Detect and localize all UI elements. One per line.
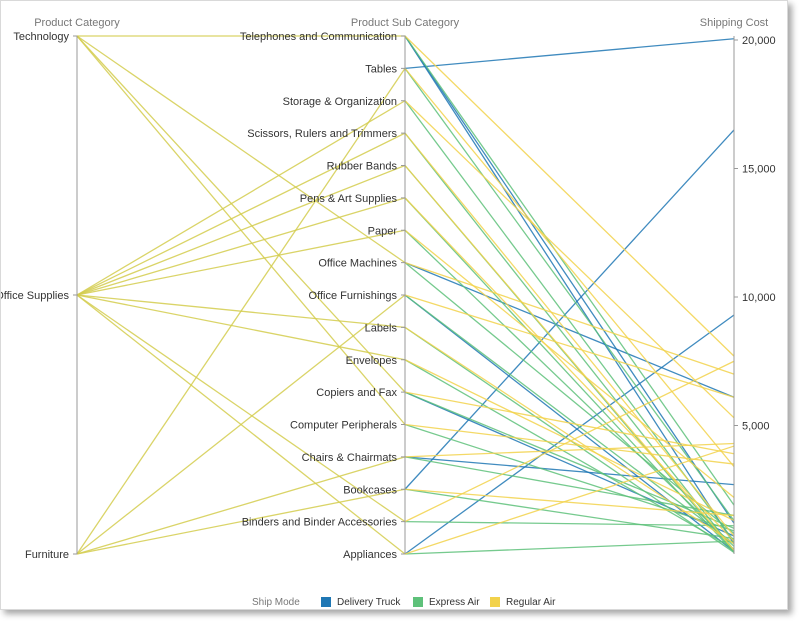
cost-link-express-air-15 (404, 540, 735, 555)
cost-link-regular-air-0 (404, 35, 735, 357)
legend-swatch-express-air[interactable] (413, 597, 423, 607)
cost-link-express-air-12 (404, 456, 735, 517)
category-link-office-supplies-paper (76, 229, 406, 296)
subcategory-label-copiers-and-fax: Copiers and Fax (316, 387, 397, 399)
subcategory-label-bookcases: Bookcases (343, 484, 397, 496)
category-label-furniture: Furniture (25, 549, 69, 561)
cost-link-express-air-9 (404, 359, 735, 550)
category-link-office-supplies-pens-art-supplies (76, 197, 406, 296)
shipping-cost-tick-label: 10,000 (742, 292, 776, 304)
cost-link-regular-air-3 (404, 132, 735, 537)
category-link-office-supplies-rubber-bands (76, 164, 406, 296)
legend-swatch-regular-air[interactable] (490, 597, 500, 607)
category-link-furniture-office-furnishings (76, 294, 406, 555)
category-label-office-supplies: Office Supplies (1, 290, 69, 302)
cost-link-delivery-truck-0 (404, 38, 735, 70)
legend-swatch-delivery-truck[interactable] (321, 597, 331, 607)
cost-link-express-air-1 (404, 100, 735, 542)
cost-link-regular-air-9 (404, 326, 735, 545)
subcategory-label-office-furnishings: Office Furnishings (309, 290, 398, 302)
category-link-office-supplies-storage-organization (76, 100, 406, 296)
cost-link-express-air-6 (404, 262, 735, 534)
cost-link-regular-air-14 (404, 488, 735, 517)
cost-link-regular-air-8 (404, 294, 735, 398)
cost-link-regular-air-5 (404, 197, 735, 542)
cost-link-regular-air-11 (404, 391, 735, 455)
cost-link-delivery-truck-6 (404, 35, 735, 545)
category-link-office-supplies-envelopes (76, 294, 406, 361)
cost-link-express-air-7 (404, 294, 735, 545)
legend-label-delivery-truck[interactable]: Delivery Truck (337, 597, 401, 608)
cost-link-express-air-2 (404, 132, 735, 551)
links-layer (76, 35, 735, 555)
cost-link-regular-air-15 (404, 360, 735, 523)
subcategory-label-office-machines: Office Machines (318, 258, 397, 270)
cost-link-delivery-truck-5 (404, 391, 735, 537)
cost-link-express-air-13 (404, 488, 735, 540)
category-label-technology: Technology (13, 31, 69, 43)
cost-link-delivery-truck-8 (404, 35, 735, 524)
legend-label-regular-air[interactable]: Regular Air (506, 597, 556, 608)
subcategory-label-chairs-chairmats: Chairs & Chairmats (302, 452, 398, 464)
cost-link-delivery-truck-4 (404, 456, 735, 486)
category-link-office-supplies-scissors-rulers-and-trimmers (76, 132, 406, 296)
cost-link-delivery-truck-2 (404, 314, 735, 555)
cost-link-regular-air-6 (404, 229, 735, 498)
cost-link-regular-air-12 (404, 423, 735, 465)
category-link-technology-office-machines (76, 35, 406, 264)
cost-link-regular-air-7 (404, 262, 735, 375)
category-link-furniture-bookcases (76, 488, 406, 555)
shipping-cost-tick-label: 15,000 (742, 164, 776, 176)
category-link-furniture-chairs-chairmats (76, 456, 406, 555)
subcategory-label-paper: Paper (368, 225, 398, 237)
legend-title: Ship Mode (252, 597, 300, 608)
subcategory-label-scissors-rulers-and-trimmers: Scissors, Rulers and Trimmers (247, 128, 397, 140)
legend: Ship Mode Delivery Truck Express Air Reg… (252, 597, 556, 608)
cost-link-regular-air-2 (404, 100, 735, 419)
cost-link-delivery-truck-1 (404, 129, 735, 490)
parallel-coordinates-chart: Product Category Product Sub Category Ship… (0, 17, 776, 608)
shipping-cost-tick-label: 20,000 (742, 35, 776, 47)
subcategory-label-appliances: Appliances (343, 549, 397, 561)
axes-layer: Product Category Product Sub Category Ship… (0, 17, 776, 561)
cost-link-express-air-0 (404, 35, 735, 506)
legend-label-express-air[interactable]: Express Air (429, 597, 480, 608)
subcategory-label-computer-peripherals: Computer Peripherals (290, 420, 397, 432)
subcategory-label-binders-and-binder-accessories: Binders and Binder Accessories (242, 517, 398, 529)
subcategory-label-labels: Labels (365, 322, 398, 334)
cost-link-regular-air-10 (404, 359, 735, 522)
cost-link-regular-air-4 (404, 165, 735, 551)
cost-link-express-air-16 (404, 67, 735, 521)
shipping-cost-axis-title: Shipping Cost (700, 17, 769, 29)
cost-link-express-air-10 (404, 391, 735, 529)
subcategory-label-pens-art-supplies: Pens & Art Supplies (300, 193, 398, 205)
cost-link-regular-air-13 (404, 442, 735, 458)
category-axis-title: Product Category (34, 17, 120, 29)
subcategory-label-rubber-bands: Rubber Bands (327, 161, 398, 173)
cost-link-express-air-11 (404, 423, 735, 532)
cost-link-delivery-truck-3 (404, 262, 735, 398)
category-link-furniture-tables (76, 68, 406, 555)
subcategory-label-tables: Tables (365, 63, 397, 75)
cost-link-express-air-14 (404, 520, 735, 527)
subcategory-label-envelopes: Envelopes (346, 355, 398, 367)
cost-link-regular-air-16 (404, 445, 735, 555)
subcategory-label-storage-organization: Storage & Organization (283, 96, 397, 108)
category-link-office-supplies-binders-and-binder-accessories (76, 294, 406, 523)
shipping-cost-tick-label: 5,000 (742, 421, 770, 433)
chart-frame: Product Category Product Sub Category Ship… (0, 0, 788, 610)
subcategory-axis-title: Product Sub Category (351, 17, 460, 29)
subcategory-label-telephones-and-communication: Telephones and Communication (240, 31, 397, 43)
cost-link-regular-air-1 (404, 67, 735, 468)
